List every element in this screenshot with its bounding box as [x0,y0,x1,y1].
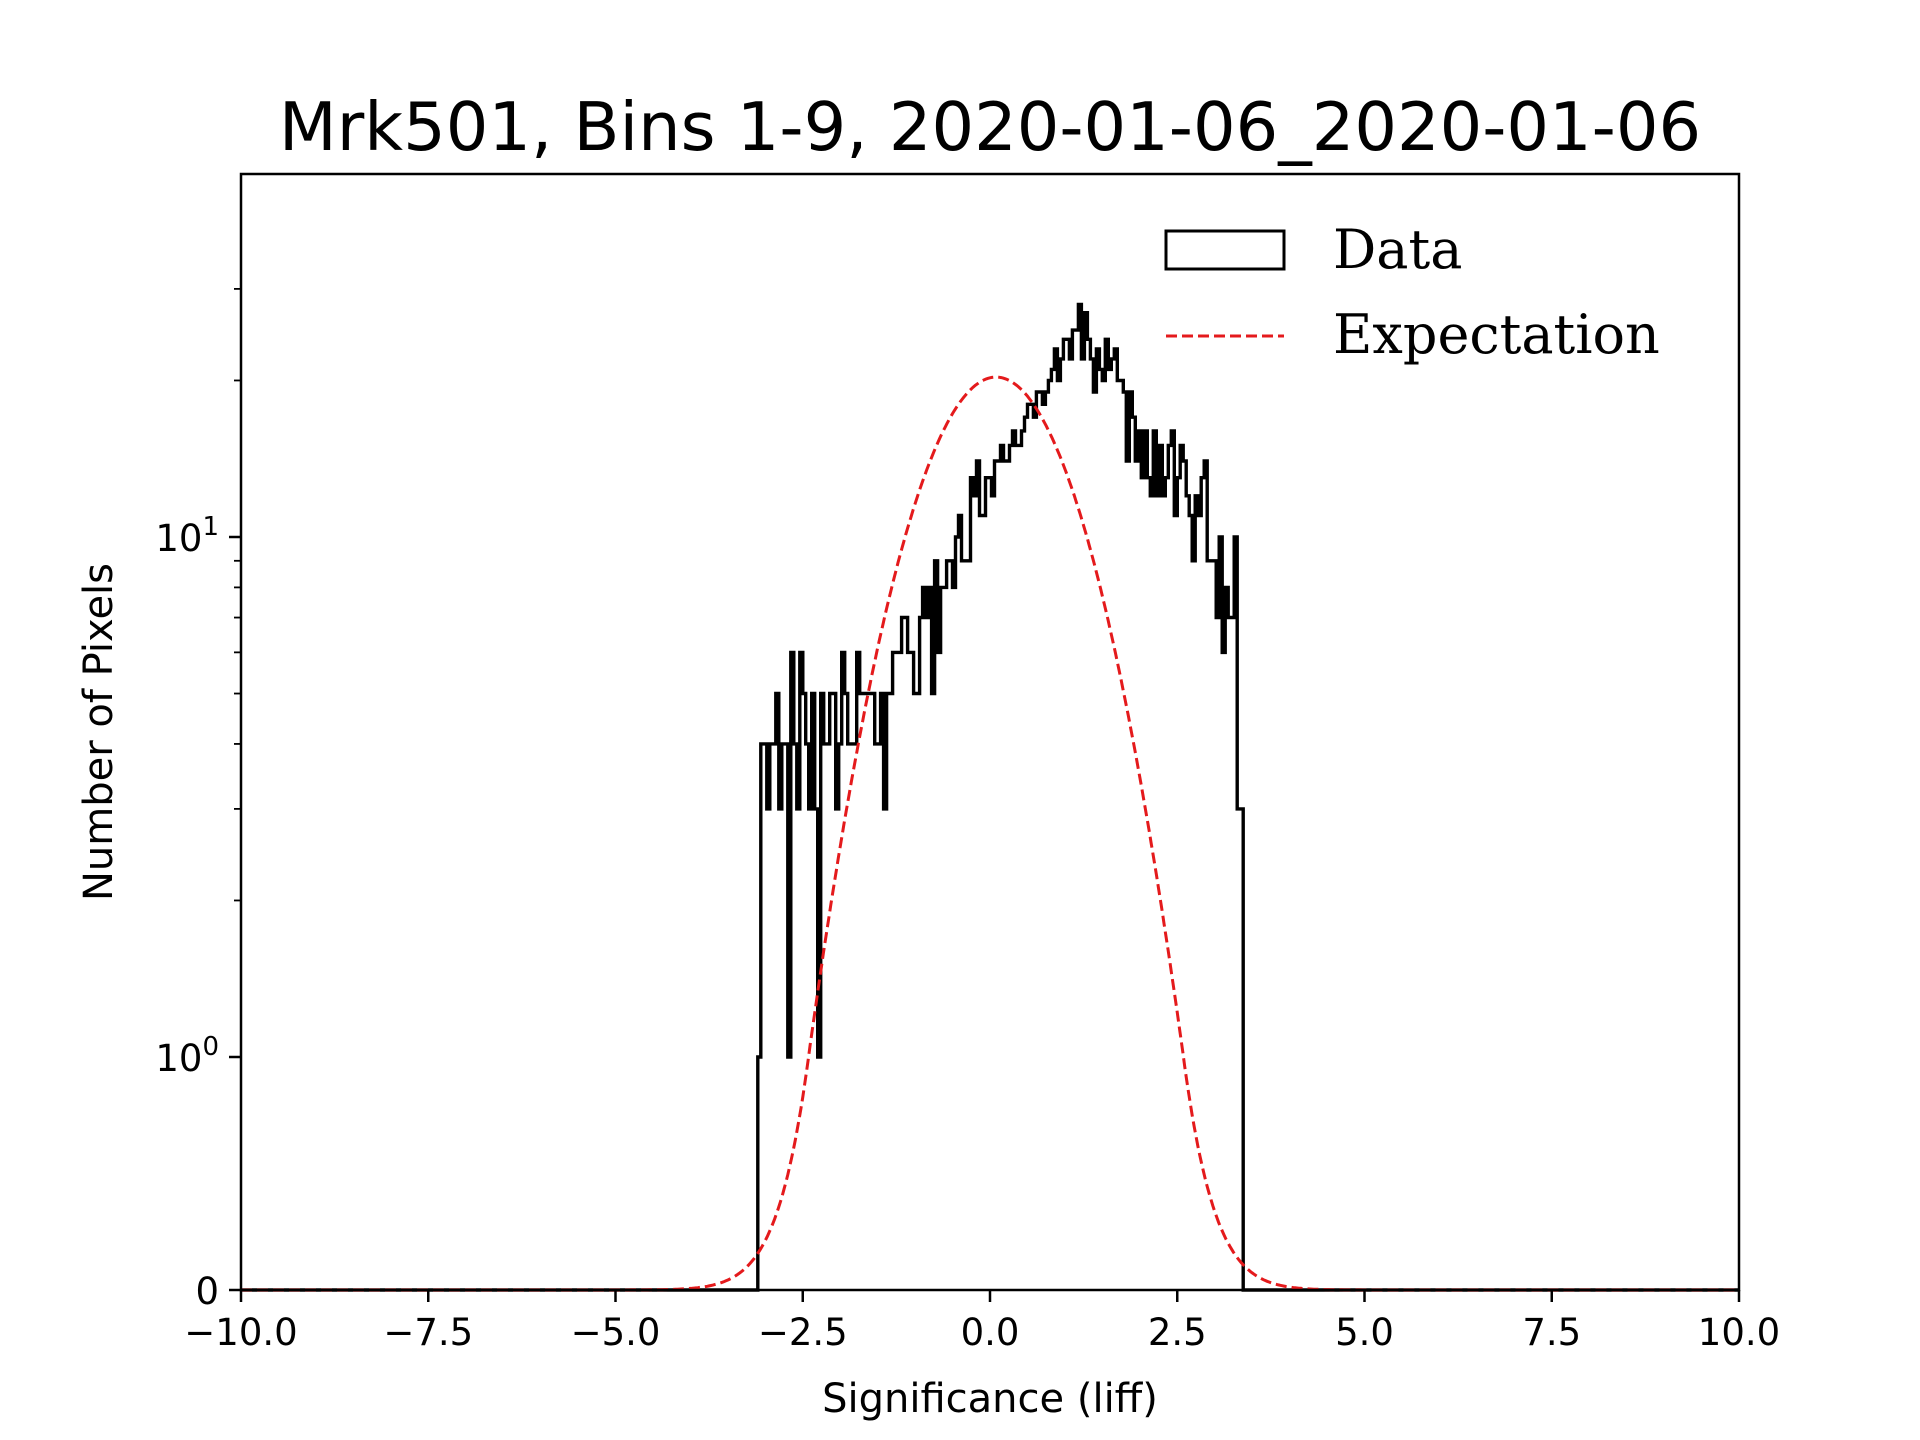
x-tick-label: 7.5 [1522,1311,1581,1354]
plot-area [239,172,1741,1292]
x-axis-label: Significance (liff) [822,1376,1158,1422]
x-tick-label: 2.5 [1148,1311,1207,1354]
legend-data-swatch [1164,229,1286,271]
y-axis-label: Number of Pixels [76,563,122,901]
legend-expectation-label: Expectation [1333,303,1660,366]
chart-title: Mrk501, Bins 1-9, 2020-01-06_2020-01-06 [279,88,1701,166]
x-tick-label: 0.0 [961,1311,1020,1354]
x-tick-label: 5.0 [1335,1311,1394,1354]
x-tick-label: −7.5 [383,1311,473,1354]
y-tick-label: 0 [195,1270,219,1313]
axes-background [241,174,1739,1290]
legend-data-label: Data [1333,218,1462,281]
data-histogram-steps [241,302,1739,1292]
legend: Data Expectation [1164,218,1660,366]
x-tick-label: −2.5 [758,1311,848,1354]
x-tick-label: −5.0 [571,1311,661,1354]
x-tick-label: 10.0 [1698,1311,1780,1354]
x-tick-label: −10.0 [184,1311,297,1354]
x-axis-ticks: −10.0 −7.5 −5.0 −2.5 0.0 2.5 5.0 7.5 10.0 [184,1290,1780,1354]
